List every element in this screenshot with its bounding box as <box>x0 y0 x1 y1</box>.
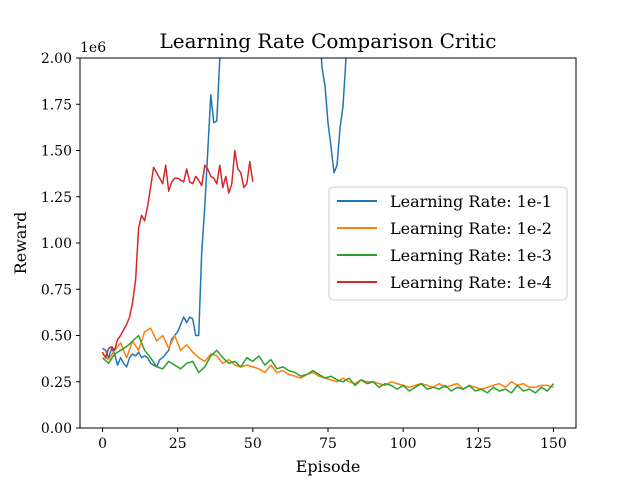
legend-entry-4: Learning Rate: 1e-4 <box>390 273 552 292</box>
series-layer <box>101 58 555 394</box>
y-tick-label: 1.50 <box>41 144 72 160</box>
legend-entry-3: Learning Rate: 1e-3 <box>390 246 552 265</box>
y-axis-offset-label: 1e6 <box>80 40 106 56</box>
y-tick-label: 0.75 <box>41 282 72 298</box>
y-tick-label: 1.25 <box>41 190 72 206</box>
x-tick-label: 25 <box>169 436 187 452</box>
x-tick-label: 125 <box>465 436 492 452</box>
y-tick-label: 2.00 <box>41 51 72 67</box>
chart-title: Learning Rate Comparison Critic <box>159 29 496 53</box>
legend-box <box>328 186 568 301</box>
series-line-2 <box>101 327 554 390</box>
legend-entry-2: Learning Rate: 1e-2 <box>390 219 552 238</box>
y-tick-label: 1.00 <box>41 236 72 252</box>
x-tick-label: 75 <box>319 436 337 452</box>
y-tick-label: 0.25 <box>41 375 72 391</box>
x-axis-ticks: 0 25 50 75 100 125 150 <box>98 428 567 452</box>
x-tick-label: 0 <box>98 436 107 452</box>
series-line-1 <box>102 58 347 368</box>
x-tick-label: 100 <box>390 436 417 452</box>
y-tick-label: 1.75 <box>41 97 72 113</box>
y-tick-label: 0.50 <box>41 329 72 345</box>
x-axis-label: Episode <box>296 457 361 476</box>
legend: Learning Rate: 1e-1 Learning Rate: 1e-2 Le… <box>328 186 568 301</box>
y-axis-ticks: 0.00 0.25 0.50 0.75 1.00 1.25 1.50 1.75 2.00 <box>41 51 80 437</box>
y-axis-label: Reward <box>11 212 30 275</box>
series-line-3 <box>101 334 555 394</box>
legend-entry-1: Learning Rate: 1e-1 <box>390 192 552 211</box>
x-tick-label: 50 <box>244 436 262 452</box>
y-tick-label: 0.00 <box>41 421 72 437</box>
series-line-4 <box>101 149 254 359</box>
x-tick-label: 150 <box>540 436 567 452</box>
